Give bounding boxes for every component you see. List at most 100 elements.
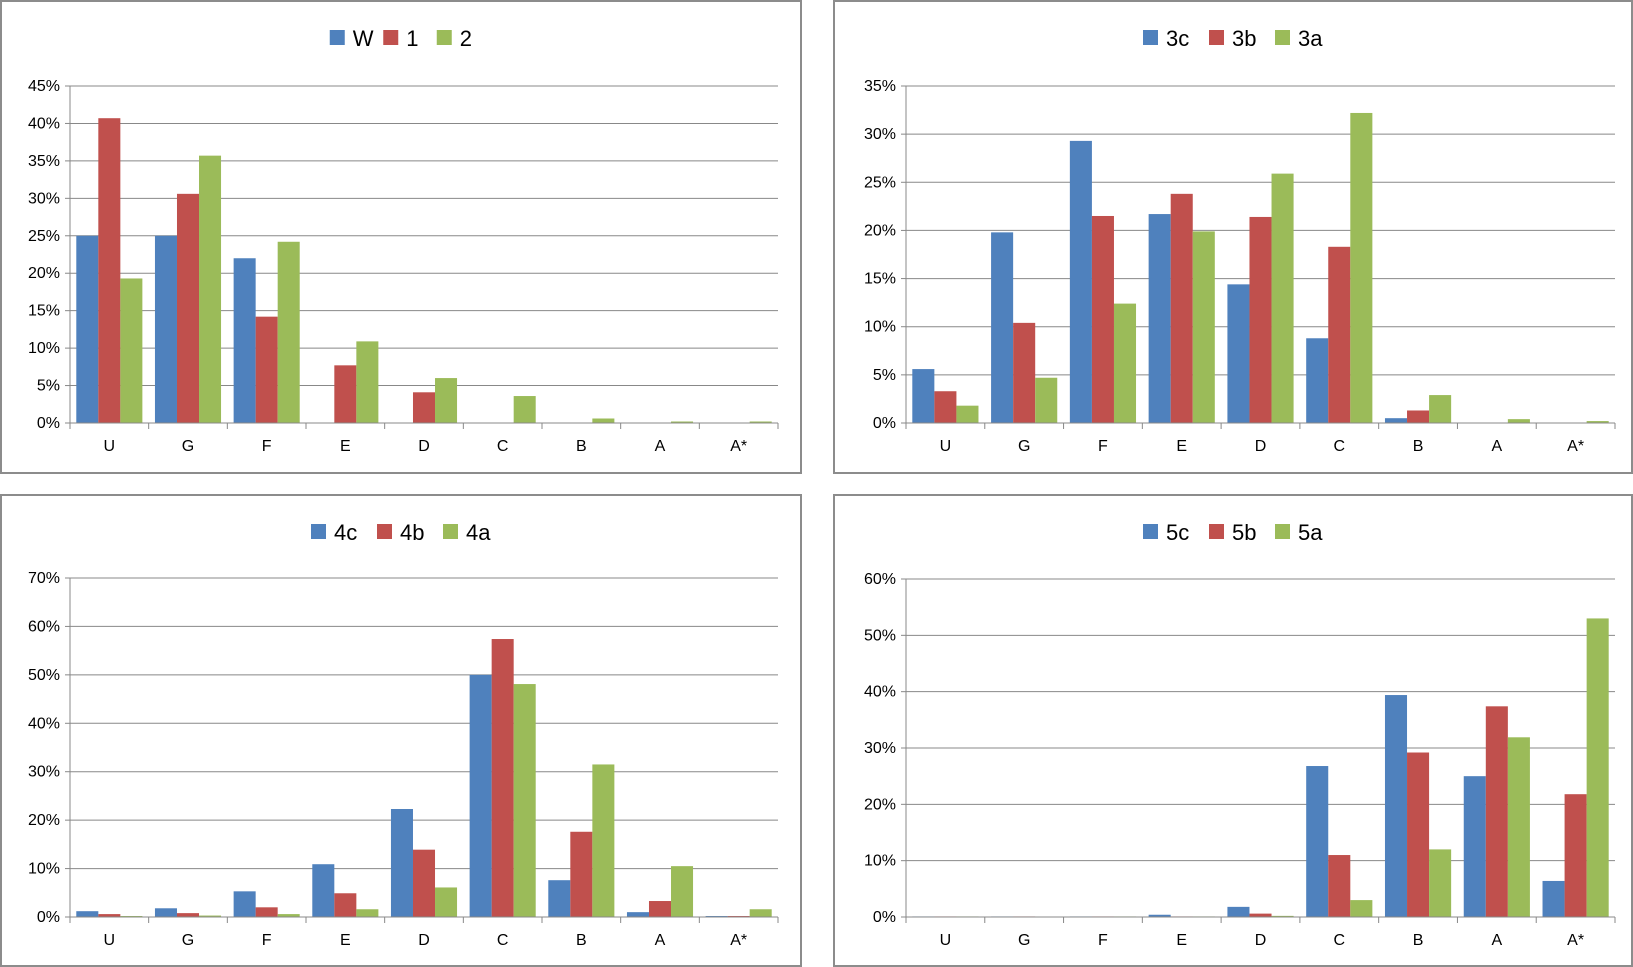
bar [570, 831, 593, 917]
x-tick-label: D [1255, 438, 1267, 455]
bar [491, 639, 514, 917]
bar [98, 118, 121, 424]
x-tick-label: G [1018, 932, 1030, 949]
bar [412, 392, 436, 423]
bar [1013, 322, 1036, 423]
y-tick-label: 30% [864, 740, 896, 757]
bar [233, 258, 256, 423]
legend-label: 4c [334, 520, 357, 545]
chart-panel-1: 0% 5% 10% 15% 20% 25% 30% 35% 40% 45% U G F E D C B A A* W 1… [0, 0, 802, 474]
y-tick-label: 60% [864, 571, 896, 588]
bar [1035, 377, 1058, 423]
y-tick-label: 5% [37, 378, 60, 395]
y-tick-label: 5% [873, 367, 896, 384]
y-tick-label: 45% [28, 78, 60, 95]
bar [469, 674, 492, 917]
bar [1249, 913, 1272, 917]
y-tick-label: 30% [864, 126, 896, 143]
bar [749, 909, 772, 917]
x-tick-label: B [576, 932, 587, 949]
bar [412, 849, 436, 917]
y-tick-label: 0% [873, 415, 896, 432]
bar [1463, 776, 1486, 917]
y-tick-label: 25% [864, 174, 896, 191]
bar [277, 914, 300, 917]
y-tick-label: 10% [28, 340, 60, 357]
x-tick-label: A [1491, 438, 1502, 455]
x-tick-label: U [940, 932, 952, 949]
legend-label: 3c [1166, 26, 1189, 51]
y-tick-label: 35% [28, 153, 60, 170]
bar [671, 866, 694, 917]
bar [592, 764, 615, 917]
x-tick-label: G [1018, 438, 1030, 455]
bar [1384, 418, 1408, 423]
bar [513, 396, 536, 423]
legend-label: 5c [1166, 520, 1189, 545]
bar [76, 911, 99, 917]
x-tick-label: F [1098, 438, 1108, 455]
legend-swatch [1143, 524, 1158, 539]
x-tick-label: U [104, 932, 116, 949]
x-tick-label: A [655, 438, 666, 455]
bar [435, 887, 458, 917]
x-tick-label: C [497, 932, 509, 949]
x-tick-label: E [340, 932, 351, 949]
bar [1148, 914, 1171, 917]
y-tick-label: 15% [864, 271, 896, 288]
legend-label: 5b [1232, 520, 1256, 545]
x-tick-label: A* [730, 932, 747, 949]
bar [435, 378, 458, 423]
legend-swatch [1209, 30, 1224, 45]
x-tick-label: D [418, 438, 430, 455]
bar [1249, 216, 1272, 423]
y-tick-label: 10% [28, 861, 60, 878]
bar [671, 421, 694, 423]
x-tick-label: D [418, 932, 430, 949]
legend-swatch [383, 30, 399, 45]
chart-svg: 0% 10% 20% 30% 40% 50% 60% U G F E D C B A A* 5c 5b 5a [864, 520, 1616, 949]
chart-svg: 0% 5% 10% 15% 20% 25% 30% 35% 40% 45% U G F E D C B A A* W 1… [28, 26, 779, 455]
bar [1350, 900, 1373, 917]
y-tick-label: 20% [28, 812, 60, 829]
legend-label: 5a [1298, 520, 1323, 545]
x-tick-label: E [1176, 932, 1187, 949]
legend-label: W [353, 26, 374, 51]
legend-label: 2 [460, 26, 472, 51]
chart-panel-4: 0% 10% 20% 30% 40% 50% 60% U G F E D C B A A* 5c 5b 5a [833, 494, 1633, 967]
bar [154, 235, 177, 423]
bar [1328, 855, 1351, 917]
y-tick-label: 15% [28, 303, 60, 320]
bar [154, 908, 177, 917]
bar [1170, 193, 1193, 423]
legend-label: 4b [400, 520, 424, 545]
bar [98, 914, 121, 917]
legend-swatch [1209, 524, 1224, 539]
x-tick-label: D [1255, 932, 1267, 949]
x-tick-label: C [497, 438, 509, 455]
bar [1586, 421, 1609, 423]
bar [912, 369, 935, 423]
y-tick-label: 20% [864, 222, 896, 239]
bar [356, 341, 379, 423]
bar [1113, 303, 1137, 423]
bar [1485, 706, 1508, 917]
bar [1350, 112, 1373, 424]
x-tick-label: C [1333, 438, 1345, 455]
bar [356, 909, 379, 917]
x-tick-label: B [1413, 932, 1424, 949]
bar [1091, 215, 1114, 423]
x-tick-label: E [1176, 438, 1187, 455]
y-tick-label: 70% [28, 570, 60, 587]
bar [1542, 880, 1565, 917]
bar [1586, 618, 1609, 917]
bar [1507, 419, 1530, 423]
y-tick-label: 20% [28, 265, 60, 282]
y-tick-label: 25% [28, 228, 60, 245]
bar [255, 316, 278, 423]
bar [1148, 214, 1171, 423]
bar [176, 913, 200, 917]
y-tick-label: 40% [28, 715, 60, 732]
y-tick-label: 0% [873, 909, 896, 926]
x-tick-label: C [1333, 932, 1345, 949]
